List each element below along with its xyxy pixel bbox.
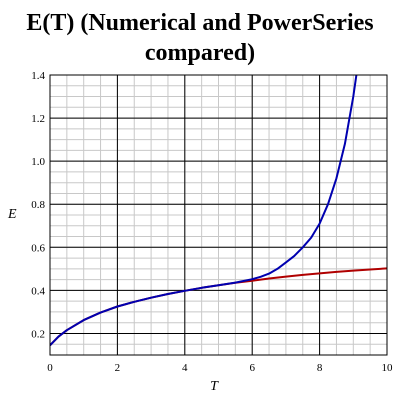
y-tick-label: 0.2 [31,328,45,340]
x-tick-label: 6 [249,362,255,374]
grid-layer [49,74,388,356]
x-axis-label: T [210,379,219,394]
x-tick-label: 10 [382,362,394,374]
plot-frame [49,74,388,356]
y-tick-label: 1.4 [31,70,45,82]
series-line-2 [50,75,358,346]
x-tick-label: 0 [47,362,53,374]
chart-title: E(T) (Numerical and PowerSeries compared… [0,8,400,68]
chart-title-line-2: compared) [144,40,256,66]
y-tick-label: 0.8 [31,199,45,211]
x-tick-label: 4 [182,362,188,374]
x-tick-label: 2 [115,362,121,374]
y-axis-label: E [7,207,17,222]
y-tick-label: 0.6 [31,242,45,254]
axis-layer: 0 2 4 6 8 10 0.2 0.4 0.6 0.8 1.0 1.2 1.4 [31,70,393,374]
y-tick-label: 1.2 [31,113,45,125]
y-tick-label: 1.0 [31,156,45,168]
series-layer [50,75,387,346]
chart-title-line-1: E(T) (Numerical and PowerSeries [26,10,374,36]
y-tick-label: 0.4 [31,285,45,297]
x-tick-label: 8 [317,362,323,374]
